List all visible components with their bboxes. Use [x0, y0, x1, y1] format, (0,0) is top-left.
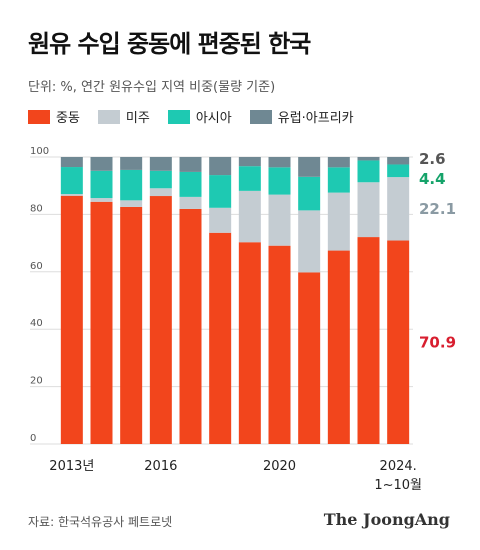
x-tick-label-11-line2: 1~10월 — [374, 478, 422, 493]
bar-segment-europe_africa-4 — [179, 157, 202, 172]
value-label-0: 2.6 — [419, 150, 446, 168]
x-tick-label-11: 2024. — [380, 459, 417, 474]
source-note: 자료: 한국석유공사 페트로넷 — [28, 515, 173, 529]
legend: 중동 미주 아시아 유럽·아프리카 — [28, 107, 354, 126]
x-tick-label-7: 2020 — [263, 459, 296, 474]
y-tick-label-20: 20 — [30, 376, 43, 387]
bar-segment-asia-7 — [268, 167, 291, 195]
bar-segment-americas-9 — [327, 192, 350, 251]
bar-segment-asia-2 — [120, 169, 143, 201]
legend-label-americas: 미주 — [125, 111, 150, 126]
legend-label-europe-africa: 유럽·아프리카 — [277, 111, 354, 126]
bar-segment-middle_east-5 — [209, 232, 232, 444]
bar-segment-middle_east-2 — [120, 206, 143, 444]
legend-swatch-americas — [97, 109, 120, 124]
bar-segment-asia-9 — [327, 167, 350, 193]
bar-segment-asia-5 — [209, 175, 232, 208]
bar-segment-americas-8 — [298, 210, 321, 273]
legend-swatch-europe-africa — [249, 109, 272, 124]
bar-segment-asia-0 — [60, 167, 83, 195]
bar-segment-europe_africa-9 — [327, 157, 350, 168]
bar-segment-americas-4 — [179, 196, 202, 209]
bar-segment-europe_africa-3 — [149, 157, 172, 171]
bar-segment-europe_africa-5 — [209, 157, 232, 176]
bar-segment-middle_east-6 — [238, 242, 261, 444]
bar-segment-europe_africa-10 — [357, 157, 380, 161]
y-tick-label-60: 60 — [30, 261, 43, 272]
value-label-3: 70.9 — [419, 333, 456, 351]
x-tick-label-3: 2016 — [144, 459, 177, 474]
y-tick-label-0: 0 — [30, 433, 36, 444]
legend-label-middle-east: 중동 — [56, 111, 80, 126]
bar-segment-middle_east-3 — [149, 196, 172, 444]
value-label-2: 22.1 — [419, 200, 456, 218]
value-label-1: 4.4 — [419, 170, 446, 188]
bar-segment-americas-2 — [120, 200, 143, 207]
chart-subtitle: 단위: %, 연간 원유수입 지역 비중(물량 기준) — [28, 80, 276, 95]
bar-segment-americas-7 — [268, 194, 291, 246]
bar-segment-middle_east-9 — [327, 250, 350, 444]
bar-segment-asia-1 — [90, 170, 113, 199]
y-tick-label-80: 80 — [30, 203, 43, 214]
bar-segment-middle_east-0 — [60, 195, 83, 444]
bar-segment-middle_east-4 — [179, 208, 202, 444]
bar-segment-americas-3 — [149, 188, 172, 197]
bar-segment-middle_east-8 — [298, 272, 321, 444]
legend-swatch-asia — [167, 109, 190, 124]
bar-segment-asia-4 — [179, 171, 202, 197]
bar-segment-asia-3 — [149, 170, 172, 189]
bar-segment-middle_east-10 — [357, 237, 380, 444]
legend-item-asia: 아시아 — [167, 107, 232, 126]
bar-segment-americas-1 — [90, 198, 113, 202]
legend-label-asia: 아시아 — [195, 111, 232, 126]
legend-item-europe-africa: 유럽·아프리카 — [249, 107, 354, 126]
legend-item-middle-east: 중동 — [28, 107, 80, 126]
legend-item-americas: 미주 — [97, 107, 150, 126]
x-tick-label-0: 2013년 — [49, 459, 94, 474]
bar-segment-europe_africa-0 — [60, 157, 83, 168]
bar-segment-europe_africa-1 — [90, 157, 113, 171]
bar-segment-americas-10 — [357, 182, 380, 238]
bar-segment-americas-6 — [238, 190, 261, 243]
chart-title: 원유 수입 중동에 편중된 한국 — [28, 30, 311, 58]
bar-segment-americas-0 — [60, 194, 83, 196]
bar-segment-americas-5 — [209, 207, 232, 233]
brand-logo: The JoongAng — [323, 510, 450, 529]
bar-segment-europe_africa-11 — [387, 157, 410, 165]
bar-segment-asia-6 — [238, 166, 261, 191]
bar-segment-americas-11 — [387, 177, 410, 241]
bar-segment-middle_east-7 — [268, 245, 291, 444]
bar-segment-middle_east-11 — [387, 240, 410, 444]
bar-segment-europe_africa-8 — [298, 157, 321, 177]
bar-segment-europe_africa-7 — [268, 157, 291, 168]
legend-swatch-middle-east — [28, 109, 50, 124]
bar-segment-asia-8 — [298, 176, 321, 211]
bar-segment-middle_east-1 — [90, 201, 113, 444]
y-tick-label-100: 100 — [30, 146, 49, 157]
bar-segment-europe_africa-6 — [238, 157, 261, 167]
bar-segment-europe_africa-2 — [120, 157, 143, 170]
bar-segment-asia-11 — [387, 164, 410, 178]
y-tick-label-40: 40 — [30, 318, 43, 329]
bar-segment-asia-10 — [357, 160, 380, 183]
